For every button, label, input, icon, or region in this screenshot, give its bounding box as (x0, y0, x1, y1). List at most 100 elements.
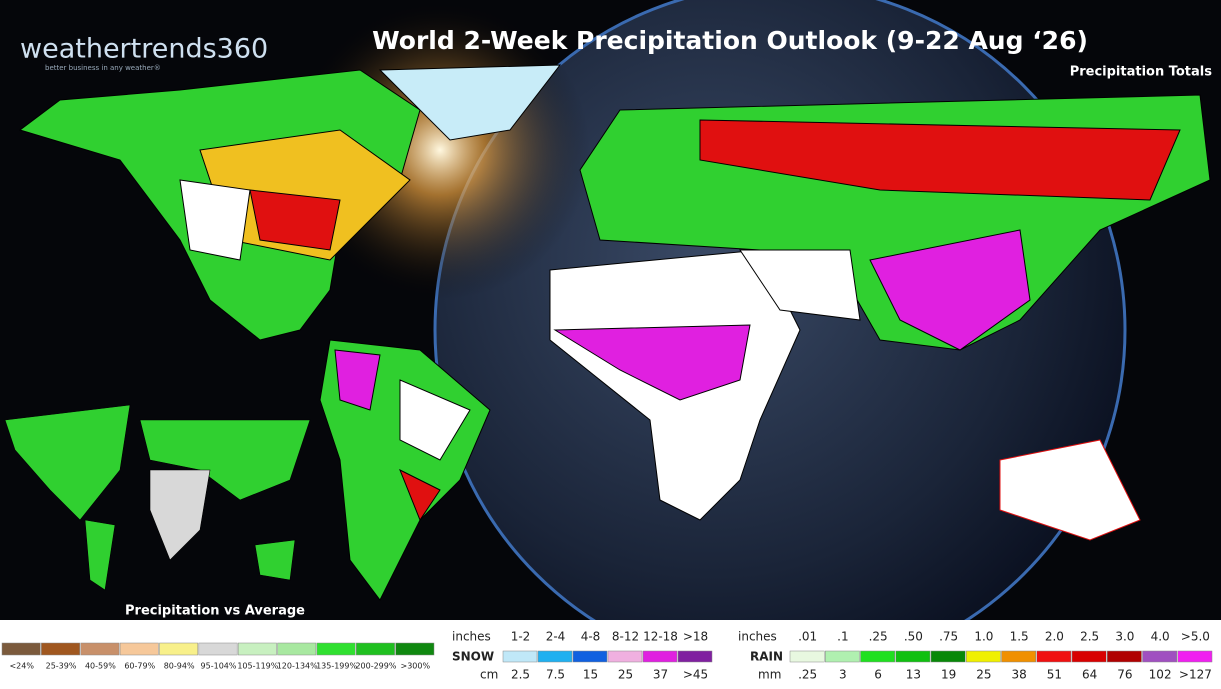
australia (999, 439, 1141, 541)
legend-label: 120-134% (277, 662, 318, 671)
legend-swatch (316, 642, 356, 656)
legend-top-label: 4-8 (581, 630, 601, 644)
legend-swatch (41, 642, 80, 656)
legend-top-label: 1-2 (511, 630, 531, 644)
legend-top-label: 1.5 (1010, 630, 1029, 644)
legend-swatch (277, 642, 317, 656)
rain-name: RAIN (750, 650, 783, 664)
legend-swatch (1, 642, 41, 656)
legend-bottom-label: .25 (798, 668, 817, 682)
legend-label: 60-79% (124, 662, 155, 671)
na-region (249, 189, 341, 251)
legend-bottom-label: >45 (683, 668, 708, 682)
legend-swatch (502, 650, 538, 663)
legend-swatch (1107, 650, 1142, 663)
legend-swatch (1177, 650, 1213, 663)
na-dry (179, 179, 251, 261)
legend-swatch (80, 642, 120, 656)
legend-bottom-label: 25 (618, 668, 633, 682)
legend-bottom-label: >127 (1179, 668, 1212, 682)
legend-label: 80-94% (164, 662, 195, 671)
legend-label: 135-199% (316, 662, 357, 671)
legend-swatch (789, 650, 825, 663)
legend-label: >300% (401, 662, 431, 671)
tagline: better business in any weather® (45, 64, 161, 72)
greenland (378, 64, 562, 141)
legend-swatch (825, 650, 860, 663)
inset-na (4, 404, 131, 521)
legend-swatch (572, 650, 608, 663)
legend-label: 95-104% (201, 662, 237, 671)
legend-top-label: >18 (683, 630, 708, 644)
legend-bottom-label: 6 (874, 668, 882, 682)
legend-top-label: 3.0 (1115, 630, 1134, 644)
rain-units-top: inches (738, 630, 777, 644)
legend-swatch (930, 650, 966, 663)
legend-swatch (395, 642, 435, 656)
snow-units-bottom: cm (480, 668, 498, 682)
legend-top-label: .01 (798, 630, 817, 644)
legend-bottom-label: 15 (583, 668, 598, 682)
legend-top-label: 1.0 (974, 630, 993, 644)
legend-bottom-label: 3 (839, 668, 847, 682)
legend-bottom-label: 64 (1082, 668, 1097, 682)
africa-heavy (553, 324, 751, 401)
legend-top-label: .1 (837, 630, 848, 644)
legend-top-label: 2.0 (1045, 630, 1064, 644)
legend-bottom-label: 13 (906, 668, 921, 682)
legend-label: 25-39% (46, 662, 77, 671)
title: World 2-Week Precipitation Outlook (9-22… (372, 26, 1088, 55)
inset-australia (254, 539, 296, 581)
legend-top-label: 4.0 (1151, 630, 1170, 644)
logo: weathertrends360 (20, 34, 268, 65)
legend-label: 105-119% (237, 662, 278, 671)
legend-swatch (642, 650, 678, 663)
inset-map (4, 404, 311, 591)
inset-sa (84, 519, 116, 591)
legend-top-label: .50 (904, 630, 923, 644)
legend-swatch (966, 650, 1001, 663)
legend-swatch (537, 650, 573, 663)
legend-bottom-label: 37 (653, 668, 668, 682)
legend-bottom-label: 2.5 (511, 668, 530, 682)
legend-top-label: >5.0 (1181, 630, 1210, 644)
inset-eurasia (139, 419, 311, 501)
inset-label: Precipitation vs Average (125, 604, 305, 619)
legend-top-label: 2-4 (546, 630, 566, 644)
legend-top-label: 12-18 (643, 630, 678, 644)
legend-swatch (1071, 650, 1107, 663)
legend-bottom-label: 51 (1047, 668, 1062, 682)
legend-top-label: .75 (939, 630, 958, 644)
eurasia-region (699, 119, 1181, 201)
sa-region (399, 468, 441, 522)
legend-bottom-label: 38 (1011, 668, 1026, 682)
legend-swatch (159, 642, 199, 656)
rain-units-bottom: mm (758, 668, 781, 682)
subtitle: Precipitation Totals (1070, 65, 1213, 80)
legend-swatch (1036, 650, 1072, 663)
legend-top-label: 8-12 (612, 630, 639, 644)
legend-swatch (1142, 650, 1177, 663)
legend-bottom-label: 7.5 (546, 668, 565, 682)
legend-swatch (895, 650, 931, 663)
legend-bottom-label: 19 (941, 668, 956, 682)
asia-heavy (869, 229, 1031, 351)
middle-east (739, 249, 861, 321)
legend-swatch (677, 650, 713, 663)
snow-units-top: inches (452, 630, 491, 644)
legend-swatch (356, 642, 395, 656)
legend-swatch (607, 650, 643, 663)
snow-name: SNOW (452, 650, 494, 664)
legend-label: <24% (9, 662, 34, 671)
legend-bottom-label: 76 (1117, 668, 1132, 682)
legend-bottom-label: 25 (976, 668, 991, 682)
legend-label: 200-299% (355, 662, 396, 671)
legend-swatch (1001, 650, 1036, 663)
legend-top-label: 2.5 (1080, 630, 1099, 644)
sa-dry (399, 379, 471, 461)
continents (18, 64, 1211, 601)
legend-swatch (237, 642, 277, 656)
legend-swatch (860, 650, 895, 663)
legend-bottom-label: 102 (1149, 668, 1172, 682)
